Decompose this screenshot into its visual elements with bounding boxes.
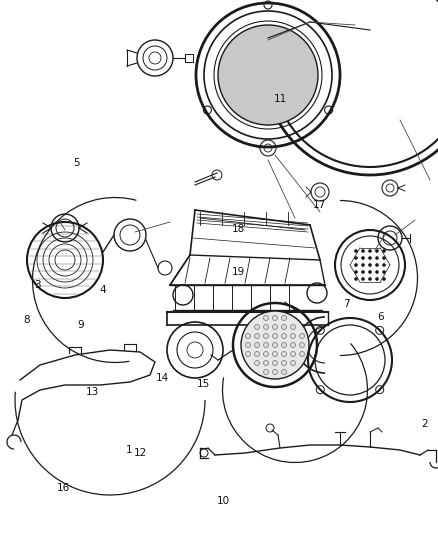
Circle shape	[290, 325, 296, 329]
Circle shape	[282, 369, 286, 375]
Circle shape	[254, 325, 259, 329]
Circle shape	[290, 334, 296, 338]
Circle shape	[368, 249, 371, 253]
Circle shape	[368, 263, 371, 266]
Circle shape	[264, 351, 268, 357]
Circle shape	[264, 369, 268, 375]
Text: 11: 11	[274, 94, 287, 103]
Circle shape	[272, 343, 278, 348]
Text: 15: 15	[197, 379, 210, 389]
Text: 2: 2	[421, 419, 428, 429]
Text: 18: 18	[232, 224, 245, 234]
Text: 7: 7	[343, 299, 350, 309]
Circle shape	[272, 334, 278, 338]
Circle shape	[254, 360, 259, 366]
Circle shape	[254, 351, 259, 357]
Circle shape	[361, 271, 364, 273]
Text: 3: 3	[34, 280, 41, 290]
Circle shape	[264, 316, 268, 320]
Circle shape	[361, 256, 364, 260]
Circle shape	[382, 271, 385, 273]
Text: 13: 13	[85, 387, 99, 397]
Circle shape	[354, 271, 357, 273]
Circle shape	[282, 325, 286, 329]
Circle shape	[290, 351, 296, 357]
Circle shape	[282, 334, 286, 338]
Circle shape	[354, 263, 357, 266]
Circle shape	[290, 343, 296, 348]
Circle shape	[272, 351, 278, 357]
Circle shape	[375, 249, 378, 253]
Circle shape	[368, 256, 371, 260]
Circle shape	[382, 278, 385, 280]
Text: 6: 6	[378, 312, 385, 322]
Circle shape	[246, 334, 251, 338]
Circle shape	[354, 256, 357, 260]
Text: 10: 10	[217, 496, 230, 506]
Circle shape	[272, 325, 278, 329]
Circle shape	[272, 369, 278, 375]
Text: 9: 9	[78, 320, 85, 330]
Text: 1: 1	[126, 446, 133, 455]
Circle shape	[375, 263, 378, 266]
Circle shape	[354, 278, 357, 280]
Circle shape	[382, 263, 385, 266]
Circle shape	[368, 271, 371, 273]
Circle shape	[264, 343, 268, 348]
Text: 4: 4	[99, 286, 106, 295]
Circle shape	[300, 334, 304, 338]
Circle shape	[218, 25, 318, 125]
Circle shape	[290, 360, 296, 366]
Circle shape	[382, 256, 385, 260]
Text: 19: 19	[232, 267, 245, 277]
Circle shape	[272, 360, 278, 366]
Text: 17: 17	[313, 200, 326, 210]
Circle shape	[282, 351, 286, 357]
Circle shape	[375, 278, 378, 280]
Circle shape	[282, 360, 286, 366]
Circle shape	[300, 343, 304, 348]
Circle shape	[300, 351, 304, 357]
Circle shape	[361, 278, 364, 280]
Text: 14: 14	[155, 374, 169, 383]
Circle shape	[375, 256, 378, 260]
Circle shape	[246, 351, 251, 357]
Circle shape	[254, 334, 259, 338]
Circle shape	[382, 249, 385, 253]
Text: 5: 5	[73, 158, 80, 167]
Circle shape	[282, 343, 286, 348]
Text: 8: 8	[23, 315, 30, 325]
Text: 12: 12	[134, 448, 147, 458]
Circle shape	[375, 271, 378, 273]
Circle shape	[354, 249, 357, 253]
Circle shape	[361, 263, 364, 266]
Circle shape	[368, 278, 371, 280]
Circle shape	[264, 360, 268, 366]
Circle shape	[264, 325, 268, 329]
Circle shape	[246, 343, 251, 348]
Circle shape	[254, 343, 259, 348]
Circle shape	[272, 316, 278, 320]
Circle shape	[264, 334, 268, 338]
Circle shape	[361, 249, 364, 253]
Circle shape	[241, 311, 309, 379]
Circle shape	[282, 316, 286, 320]
Text: 16: 16	[57, 483, 70, 492]
